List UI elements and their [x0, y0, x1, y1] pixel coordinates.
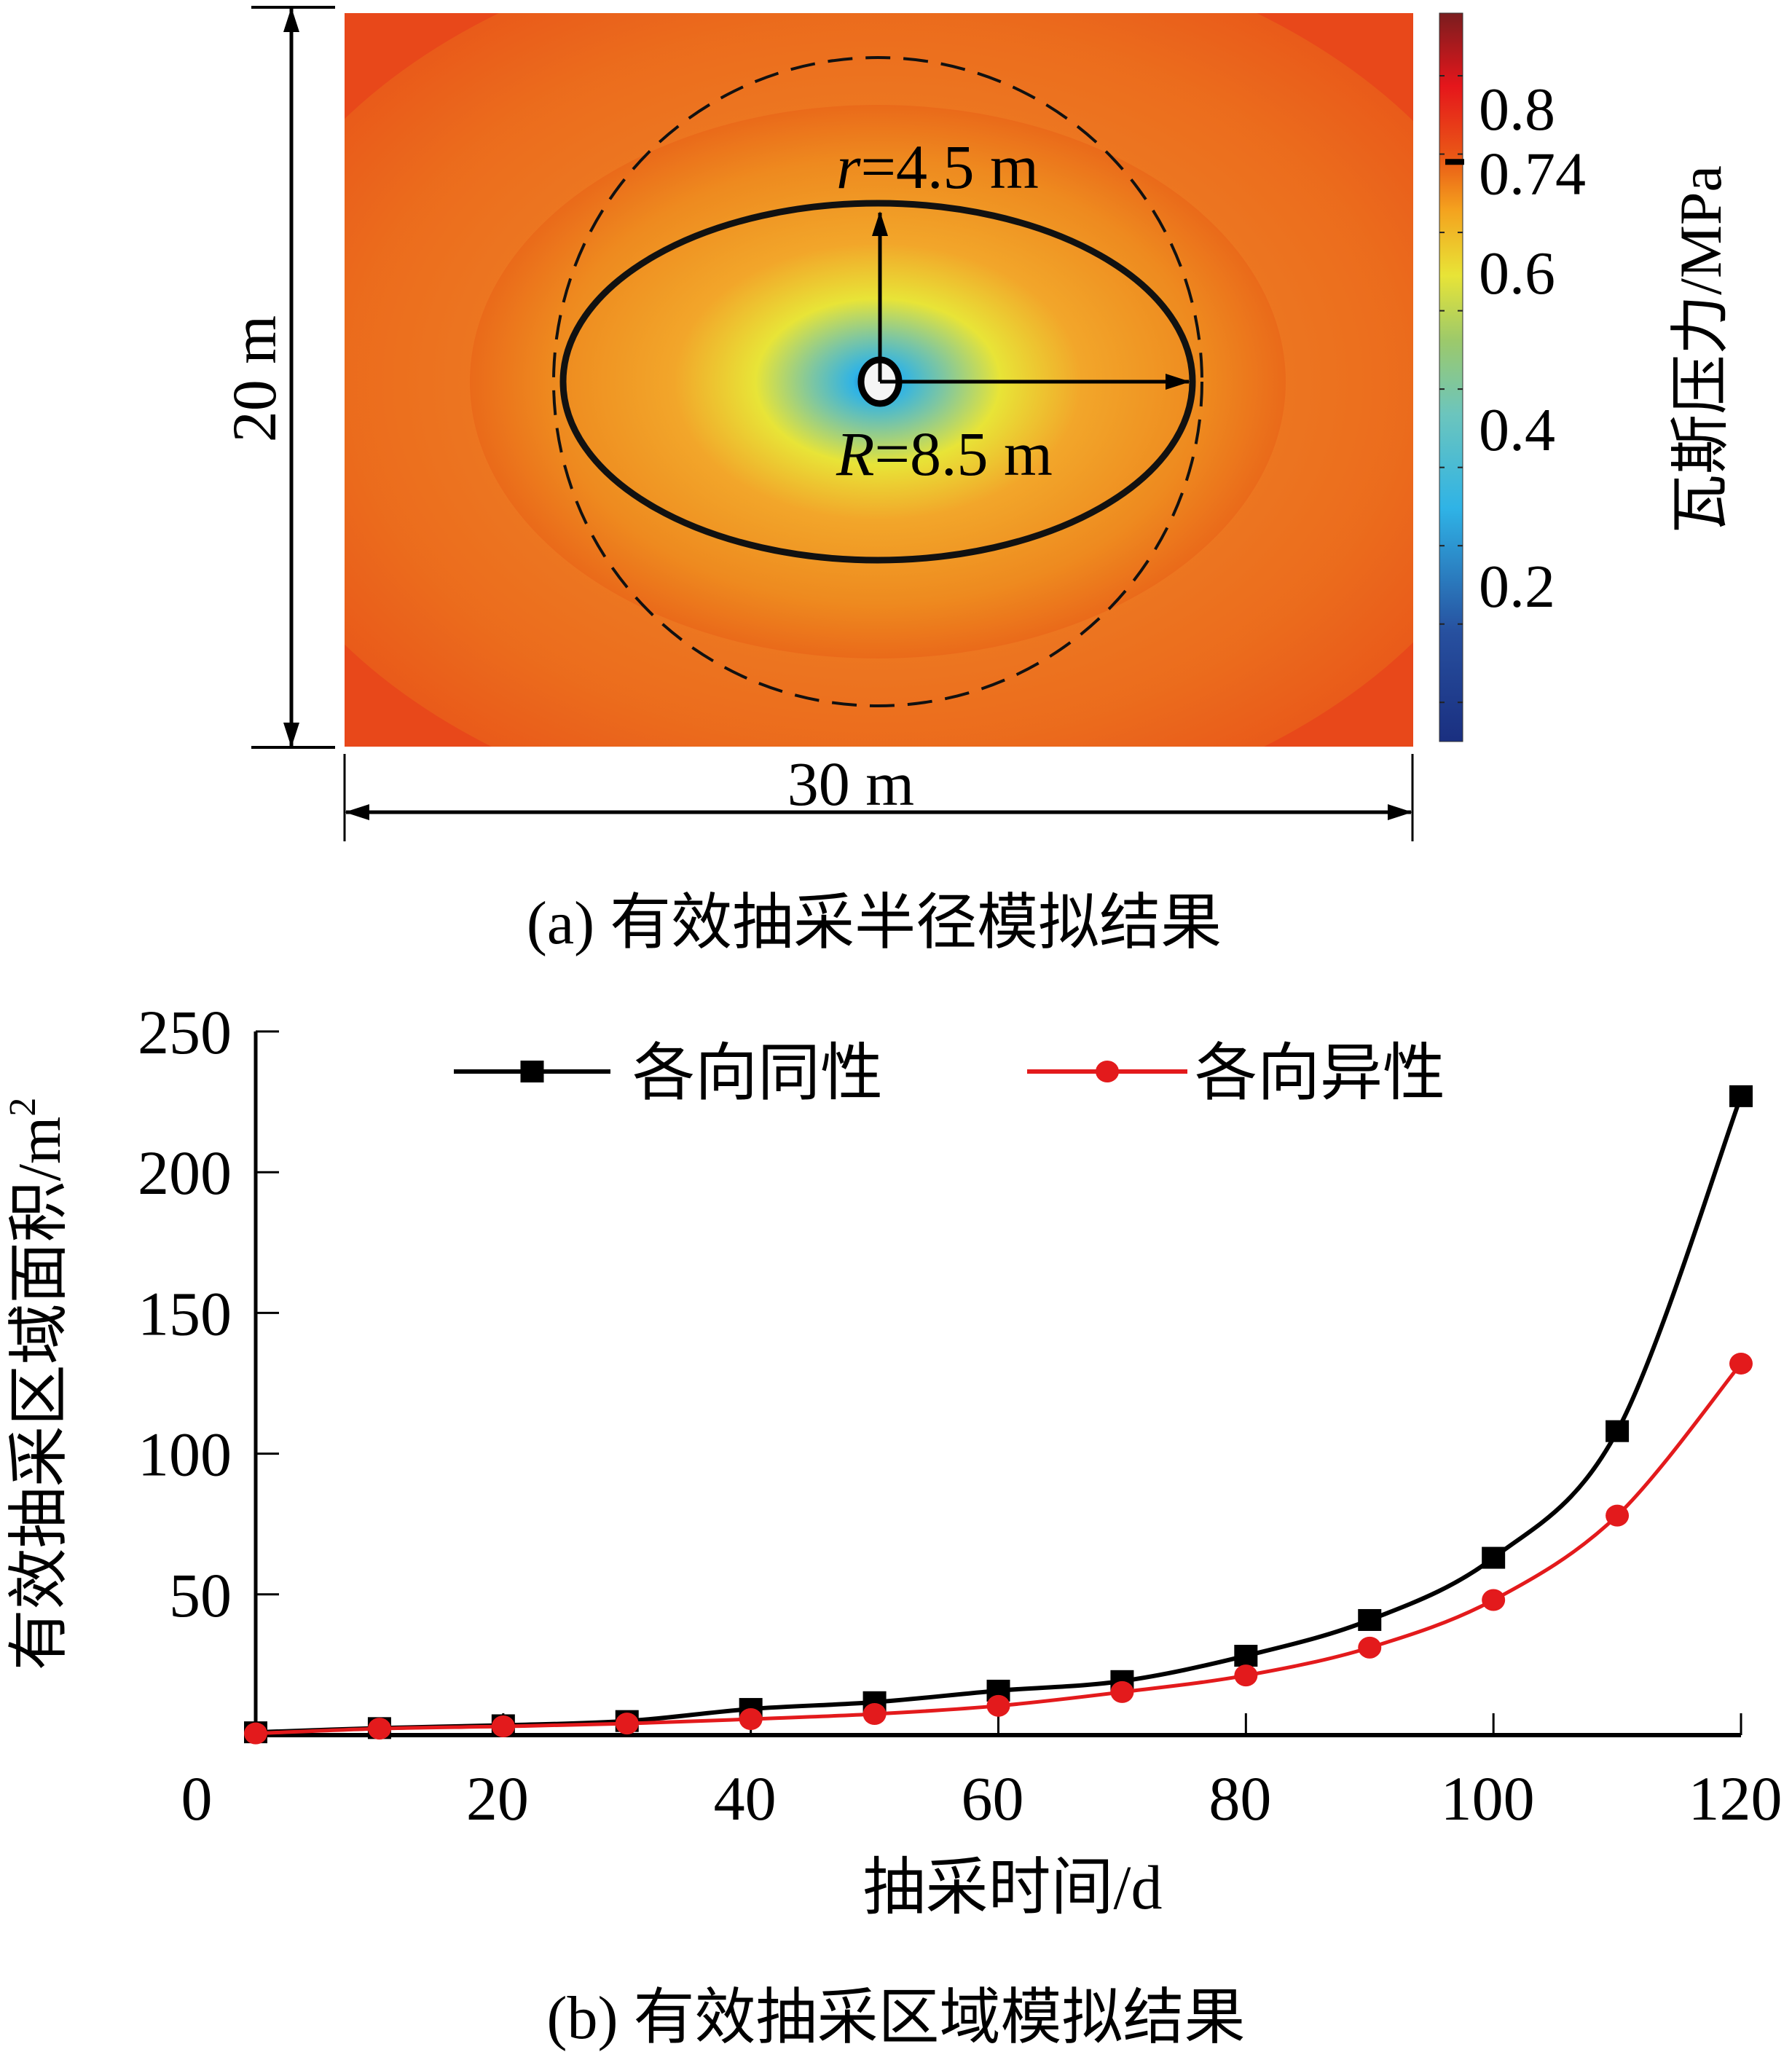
width-dimension: 30 m	[343, 749, 1414, 841]
y-tick-label: 250	[138, 997, 232, 1067]
x-tick-label: 80	[1209, 1764, 1271, 1833]
reference-circle-dashed	[552, 56, 1203, 707]
series-anisotropic	[244, 1352, 1753, 1745]
colorbar-labels: 0.80.74 0.6 0.4 0.2	[1479, 76, 1586, 621]
data-point	[1110, 1680, 1134, 1703]
data-point	[615, 1713, 639, 1735]
data-point	[1482, 1589, 1506, 1611]
x-tick-label: 60	[962, 1764, 1024, 1833]
caption-a: (a) 有效抽采半径模拟结果	[527, 889, 1222, 957]
major-radius-value: =8.5 m	[875, 419, 1053, 489]
minor-radius-symbol: r	[836, 132, 861, 202]
data-point	[862, 1703, 887, 1726]
series-line	[255, 1362, 1742, 1736]
x-tick-label: 20	[466, 1764, 529, 1833]
line-chart: 0 20 40 60 80 100 120 50 100 150 200 250 各向同性 各向异性 抽…	[2, 997, 1783, 1922]
data-point	[1729, 1085, 1753, 1107]
series-isotropic	[244, 1085, 1753, 1744]
series-line	[255, 1095, 1743, 1735]
height-label: 20 m	[219, 315, 289, 442]
legend-label: 各向异性	[1195, 1038, 1445, 1108]
data-point	[1358, 1636, 1382, 1659]
legend-item-isotropic: 各向同性	[454, 1038, 883, 1108]
data-point	[244, 1722, 267, 1745]
y-axis-label-text: 有效抽采区域面积/m	[6, 1117, 74, 1671]
legend-item-anisotropic: 各向异性	[1027, 1038, 1445, 1108]
data-point	[1234, 1664, 1258, 1687]
minor-radius-value: =4.5 m	[860, 132, 1038, 202]
legend-marker	[520, 1061, 544, 1082]
y-tick-label: 50	[169, 1560, 232, 1630]
caption-b: (b) 有效抽采区域模拟结果	[547, 1984, 1246, 2052]
colorbar-tick-label: 0.74	[1479, 140, 1586, 208]
colorbar-tick-label: 0.2	[1479, 553, 1555, 621]
data-point	[1234, 1645, 1258, 1667]
x-axis-label: 抽采时间/d	[863, 1852, 1163, 1922]
data-point	[986, 1694, 1010, 1717]
data-point	[1606, 1504, 1630, 1527]
legend-marker	[1096, 1061, 1119, 1082]
x-tick-label: 120	[1689, 1764, 1783, 1833]
chart-series	[244, 1085, 1753, 1745]
major-radius-label: R=8.5 m	[836, 419, 1053, 489]
data-point	[739, 1707, 763, 1730]
x-tick-label: 0	[181, 1764, 213, 1833]
y-tick-label: 150	[138, 1278, 232, 1348]
colorbar-tick-label: 0.4	[1479, 396, 1555, 464]
data-point	[367, 1718, 391, 1740]
y-axis-label-superscript: 2	[2, 1098, 44, 1117]
chart-legend: 各向同性 各向异性	[454, 1038, 1445, 1108]
legend-label: 各向同性	[632, 1038, 883, 1108]
x-tick-label: 40	[714, 1764, 777, 1833]
data-point	[1729, 1352, 1753, 1375]
colorbar-title: 瓦斯压力/MPa	[1667, 165, 1734, 534]
y-tick-label: 100	[138, 1420, 232, 1490]
data-point	[491, 1715, 515, 1738]
data-point	[1482, 1546, 1506, 1569]
y-tick-label: 200	[138, 1138, 232, 1208]
height-dimension: 20 m	[219, 6, 335, 749]
contour-plot: r=4.5 m R=8.5 m	[345, 13, 1413, 747]
minor-radius-label: r=4.5 m	[836, 132, 1039, 202]
data-point	[1606, 1420, 1630, 1442]
x-tick-label: 100	[1441, 1764, 1535, 1833]
colorbar-ticks	[1439, 75, 1464, 704]
colorbar-tick-label: 0.8	[1479, 76, 1555, 144]
major-radius-symbol: R	[836, 419, 875, 489]
y-axis-label: 有效抽采区域面积/m2	[2, 1098, 74, 1671]
width-label: 30 m	[787, 749, 914, 819]
effective-radius-ellipse	[559, 200, 1196, 564]
colorbar: 0.80.74 0.6 0.4 0.2 瓦斯压力/MPa	[1439, 12, 1734, 742]
data-point	[1358, 1608, 1382, 1631]
colorbar-tick-label: 0.6	[1479, 240, 1555, 307]
colorbar-gradient	[1439, 12, 1463, 742]
